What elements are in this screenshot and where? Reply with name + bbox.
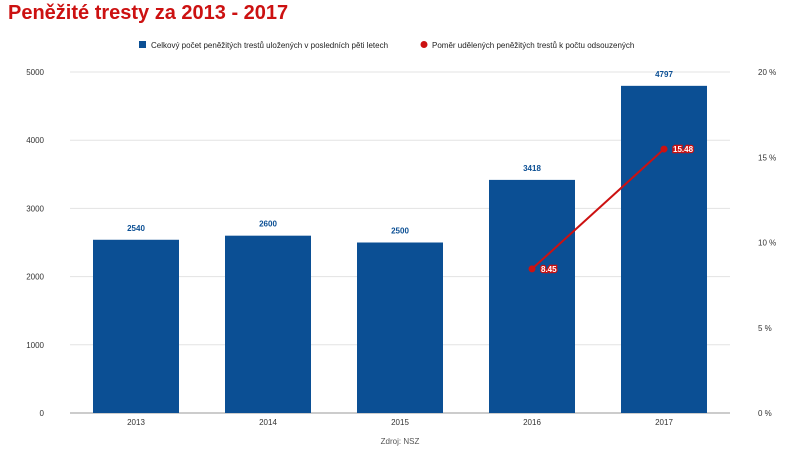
bar-2017 <box>621 85 707 413</box>
source-note: Zdroj: NSZ <box>381 437 420 446</box>
ratio-line <box>531 148 665 270</box>
right-axis-tick: 20 % <box>758 68 776 77</box>
bar-data-label: 3418 <box>523 164 541 173</box>
bar-2015 <box>357 242 443 413</box>
bar-data-label: 2500 <box>391 227 409 236</box>
left-axis-tick: 3000 <box>26 204 44 213</box>
legend-label-line: Poměr udělených peněžitých trestů k počt… <box>432 41 634 50</box>
legend-swatch-line <box>420 41 428 48</box>
bar-data-label: 2540 <box>127 224 145 233</box>
x-axis-tick: 2014 <box>259 418 277 427</box>
x-axis-tick: 2017 <box>655 418 673 427</box>
ratio-point <box>528 265 536 273</box>
ratio-data-label: 8.45 <box>541 265 557 274</box>
ratio-point <box>660 145 668 153</box>
right-axis-tick: 5 % <box>758 324 772 333</box>
bar-data-label: 4797 <box>655 70 673 79</box>
chart-title: Peněžité tresty za 2013 - 2017 <box>8 2 289 24</box>
left-axis-tick: 5000 <box>26 68 44 77</box>
right-axis-tick: 0 % <box>758 409 772 418</box>
x-axis-tick: 2016 <box>523 418 541 427</box>
right-axis-tick: 15 % <box>758 153 776 162</box>
bar-2016 <box>489 179 575 413</box>
left-axis-tick: 1000 <box>26 341 44 350</box>
bar-2013 <box>93 239 179 413</box>
left-axis-tick: 2000 <box>26 273 44 282</box>
ratio-data-label: 15.48 <box>673 145 694 154</box>
legend-label-bars: Celkový počet peněžitých trestů uloženýc… <box>151 41 388 50</box>
left-axis-tick: 0 <box>40 409 45 418</box>
x-axis-tick: 2015 <box>391 418 409 427</box>
bar-data-label: 2600 <box>259 220 277 229</box>
bar-2014 <box>225 235 311 413</box>
x-axis-tick: 2013 <box>127 418 145 427</box>
right-axis-tick: 10 % <box>758 239 776 248</box>
legend-swatch-bars <box>139 41 146 48</box>
left-axis-tick: 4000 <box>26 136 44 145</box>
